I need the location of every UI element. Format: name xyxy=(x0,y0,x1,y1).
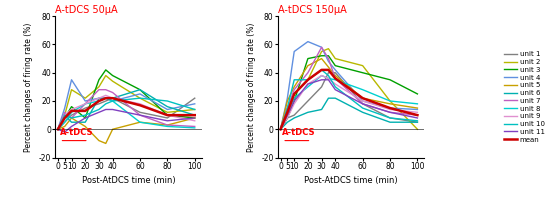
X-axis label: Post-AtDCS time (min): Post-AtDCS time (min) xyxy=(304,176,398,185)
Legend: unit 1, unit 2, unit 3, unit 4, unit 5, unit 6, unit 7, unit 8, unit 9, unit 10,: unit 1, unit 2, unit 3, unit 4, unit 5, … xyxy=(502,49,548,145)
X-axis label: Post-AtDCS time (min): Post-AtDCS time (min) xyxy=(82,176,175,185)
Y-axis label: Percent changes of firing rate (%): Percent changes of firing rate (%) xyxy=(24,22,33,152)
Text: A-tDCS 150μA: A-tDCS 150μA xyxy=(278,5,347,15)
Y-axis label: Percent changes of firing rate (%): Percent changes of firing rate (%) xyxy=(247,22,256,152)
Text: A-tDCS: A-tDCS xyxy=(60,128,93,137)
Text: A-tDCS 50μA: A-tDCS 50μA xyxy=(55,5,118,15)
Text: A-tDCS: A-tDCS xyxy=(282,128,316,137)
